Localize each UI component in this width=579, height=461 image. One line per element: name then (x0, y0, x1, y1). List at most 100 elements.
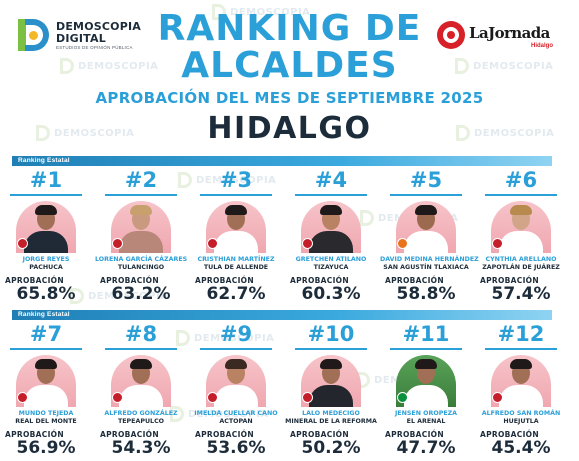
brand-name-second-line: DIGITAL (56, 32, 106, 45)
approval-value: 63.2% (111, 284, 171, 304)
mayor-photo (206, 201, 266, 253)
municipality: EL ARENAL (406, 418, 446, 425)
approval-label: APROBACIÓN (100, 276, 159, 285)
mayor-photo (206, 355, 266, 407)
approval-label: APROBACIÓN (385, 430, 444, 439)
watermark: DEMOSCOPIA (176, 330, 274, 346)
mayor-card: #6 CYNTHIA ARELLANO ZAPOTLÁN DE JUÁREZ A… (475, 168, 567, 304)
approval-value: 53.6% (206, 438, 266, 458)
mayor-card: #10 LALO MEDECIGO MINERAL DE LA REFORMA … (285, 322, 377, 458)
rank-number: #8 (124, 322, 158, 346)
approval-label: APROBACIÓN (385, 276, 444, 285)
mayor-name: JORGE REYES (22, 256, 70, 263)
watermark: DEMOSCOPIA (456, 125, 554, 141)
approval-label: APROBACIÓN (100, 430, 159, 439)
approval-label: APROBACIÓN (290, 276, 349, 285)
municipality: HUEJUTLA (503, 418, 539, 425)
brand-tagline: ESTUDIOS DE OPINIÓN PÚBLICA (56, 45, 133, 50)
mayor-photo (16, 355, 76, 407)
party-pin-icon (302, 238, 313, 249)
approval-label: APROBACIÓN (195, 276, 254, 285)
municipality: TEPEAPULCO (117, 418, 165, 425)
state-heading: HIDALGO (207, 111, 372, 146)
mayor-photo (111, 201, 171, 253)
party-pin-icon (397, 392, 408, 403)
party-pin-icon (492, 238, 503, 249)
mayor-name: ALFREDO GONZÁLEZ (104, 410, 178, 417)
mayor-card: #8 ALFREDO GONZÁLEZ TEPEAPULCO APROBACIÓ… (95, 322, 187, 458)
mayor-photo (16, 201, 76, 253)
mayor-card: #7 MUNDO TEJEDA REAL DEL MONTE APROBACIÓ… (0, 322, 92, 458)
partner-name: LaJornada (469, 24, 550, 42)
la-jornada-logo: LaJornada Hidalgo (437, 21, 557, 51)
mayor-name: CYNTHIA ARELLANO (485, 256, 557, 263)
rank-number: #12 (497, 322, 545, 346)
la-jornada-seal-icon (437, 21, 465, 49)
mayor-card: #9 IMELDA CUELLAR CANO ACTOPAN APROBACIÓ… (190, 322, 282, 458)
municipality: REAL DEL MONTE (15, 418, 77, 425)
ranking-band-label: Ranking Estatal (18, 311, 70, 318)
watermark: DEMOSCOPIA (170, 406, 268, 422)
demoscopia-icon (18, 19, 52, 51)
mayor-card: #4 GRETCHEN ATILANO TIZAYUCA APROBACIÓN … (285, 168, 377, 304)
demoscopia-logo: DEMOSCOPIA DIGITAL ESTUDIOS DE OPINIÓN P… (18, 19, 143, 51)
approval-label: APROBACIÓN (480, 276, 539, 285)
page-title-second-line: ALCALDES (181, 45, 398, 86)
approval-value: 65.8% (16, 284, 76, 304)
rank-number: #1 (29, 168, 63, 192)
party-pin-icon (112, 392, 123, 403)
rank-number: #3 (219, 168, 253, 192)
party-pin-icon (492, 392, 503, 403)
mayor-photo (396, 355, 456, 407)
mayor-name: IMELDA CUELLAR CANO (194, 410, 278, 417)
rank-divider (200, 348, 272, 350)
rank-divider (10, 194, 82, 196)
rank-number: #11 (402, 322, 450, 346)
rank-divider (295, 348, 367, 350)
municipality: SAN AGUSTÍN TLAXIACA (383, 264, 469, 271)
brand-name: DEMOSCOPIA (56, 20, 141, 33)
watermark: DEMOSCOPIA (455, 58, 553, 74)
ranking-band: Ranking Estatal (12, 156, 552, 166)
rank-number: #4 (314, 168, 348, 192)
municipality: TULANCINGO (117, 264, 165, 271)
party-pin-icon (302, 392, 313, 403)
mayor-name: CRISTHIAN MARTÍNEZ (197, 256, 275, 263)
watermark: DEMOSCOPIA (70, 288, 168, 304)
approval-value: 57.4% (491, 284, 551, 304)
approval-label: APROBACIÓN (5, 276, 64, 285)
rank-number: #7 (29, 322, 63, 346)
approval-label: APROBACIÓN (195, 430, 254, 439)
mayor-photo (396, 201, 456, 253)
approval-label: APROBACIÓN (480, 430, 539, 439)
watermark: DEMOSCOPIA (212, 4, 310, 20)
party-pin-icon (17, 392, 28, 403)
watermark: DEMOSCOPIA (60, 58, 158, 74)
mayor-photo (491, 355, 551, 407)
rank-number: #6 (504, 168, 538, 192)
rank-divider (10, 348, 82, 350)
party-pin-icon (17, 238, 28, 249)
mayor-card: #2 LORENA GARCÍA CÁZARES TULANCINGO APRO… (95, 168, 187, 304)
rank-divider (390, 194, 462, 196)
party-pin-icon (112, 238, 123, 249)
rank-number: #10 (307, 322, 355, 346)
watermark: DEMOSCOPIA (178, 172, 276, 188)
mayor-name: MUNDO TEJEDA (18, 410, 74, 417)
party-pin-icon (207, 392, 218, 403)
mayor-card: #12 ALFREDO SAN ROMÁN HUEJUTLA APROBACIÓ… (475, 322, 567, 458)
rank-divider (105, 194, 177, 196)
approval-value: 50.2% (301, 438, 361, 458)
party-pin-icon (397, 238, 408, 249)
mayor-name: ALFREDO SAN ROMÁN (481, 410, 561, 417)
page-subtitle: APROBACIÓN DEL MES DE SEPTIEMBRE 2025 (95, 89, 484, 107)
mayor-card: #3 CRISTHIAN MARTÍNEZ TULA DE ALLENDE AP… (190, 168, 282, 304)
rank-divider (105, 348, 177, 350)
mayor-name: DAVID MEDINA HERNÁNDEZ (380, 256, 479, 263)
approval-value: 47.7% (396, 438, 456, 458)
mayor-name: GRETCHEN ATILANO (295, 256, 367, 263)
mayor-name: LORENA GARCÍA CÁZARES (95, 256, 188, 263)
mayor-photo (491, 201, 551, 253)
approval-value: 45.4% (491, 438, 551, 458)
watermark: DEMOSCOPIA (36, 125, 134, 141)
